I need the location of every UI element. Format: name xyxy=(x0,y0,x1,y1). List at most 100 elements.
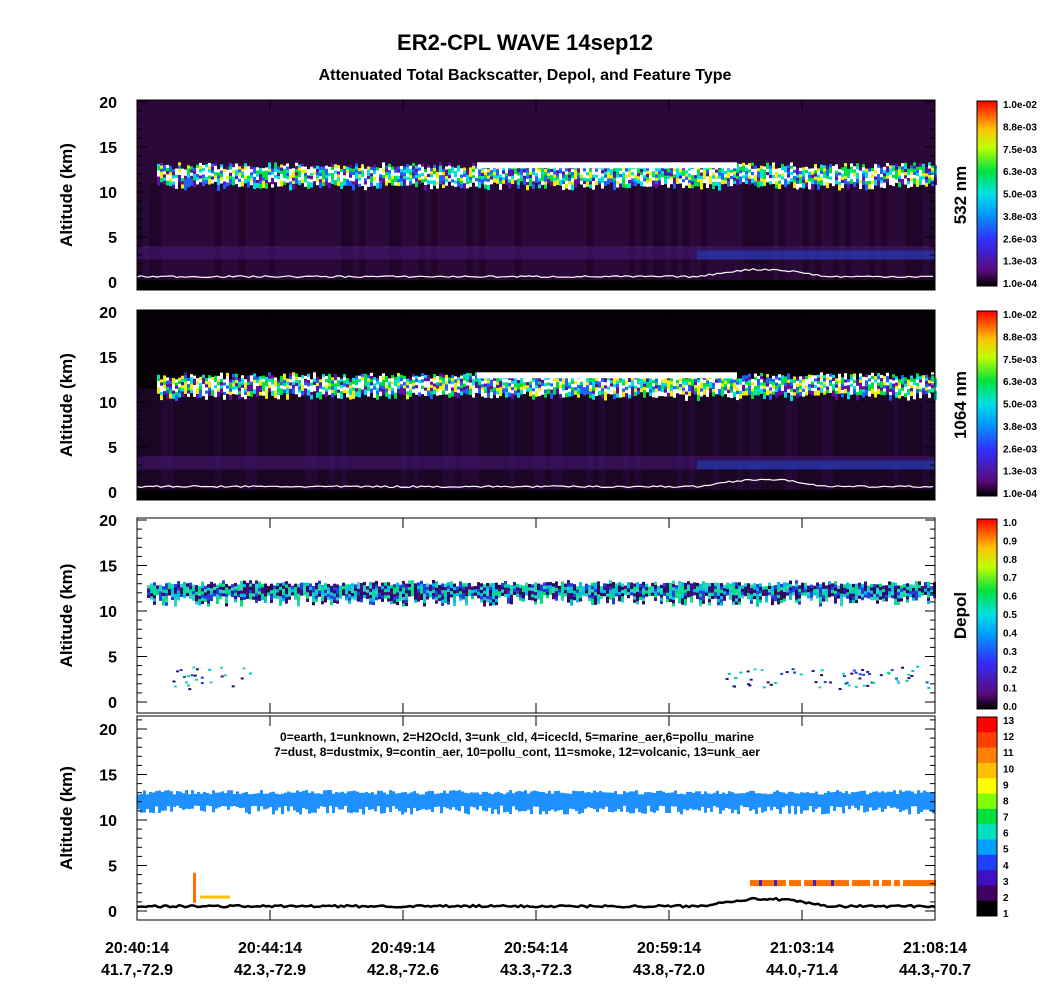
depol-pixel xyxy=(306,595,309,598)
depol-pixel xyxy=(273,595,276,598)
depol-pixel xyxy=(222,593,225,596)
cloud-pixel xyxy=(526,176,529,179)
depol-pixel xyxy=(747,586,750,589)
depol-pixel xyxy=(810,588,813,591)
depol-pixel xyxy=(819,587,822,590)
cloud-pixel xyxy=(709,385,712,388)
depol-pixel xyxy=(339,589,342,592)
depol-pixel xyxy=(255,596,258,599)
depol-pixel xyxy=(600,589,603,592)
depol-pixel xyxy=(162,586,165,589)
cloud-pixel xyxy=(400,175,403,178)
depol-pixel xyxy=(249,587,252,590)
depol-pixel xyxy=(681,598,684,601)
depol-pixel xyxy=(855,593,858,596)
depol-pixel xyxy=(684,583,687,586)
cloud-pixel xyxy=(919,392,922,398)
cloud-pixel xyxy=(364,185,367,191)
depol-pixel xyxy=(408,584,411,587)
depol-pixel xyxy=(867,595,870,598)
cloud-pixel xyxy=(406,180,409,186)
cloud-pixel xyxy=(727,384,730,387)
depol-pixel xyxy=(882,586,885,589)
cloud-pixel xyxy=(580,388,583,394)
depol-pixel xyxy=(171,597,174,600)
icecld xyxy=(170,791,173,811)
cloud-pixel xyxy=(328,167,331,170)
depol-pixel xyxy=(864,582,867,585)
streak xyxy=(533,393,539,500)
depol-pixel xyxy=(150,583,153,586)
depol-pixel xyxy=(840,587,843,590)
depol-pixel xyxy=(708,593,711,596)
cloud-pixel xyxy=(901,179,904,184)
depol-pixel xyxy=(711,592,714,595)
depol-pixel xyxy=(603,590,606,593)
depol-pixel xyxy=(912,594,915,597)
depol-pixel xyxy=(300,586,303,589)
cloud-pixel xyxy=(592,172,595,175)
depol-pixel xyxy=(837,595,840,598)
depol-pixel xyxy=(924,588,927,591)
cloud-pixel xyxy=(271,181,274,184)
streak xyxy=(659,183,665,290)
cloud-pixel xyxy=(478,179,481,182)
depol-pixel xyxy=(261,584,264,587)
cloud-pixel xyxy=(487,393,490,398)
icecld xyxy=(152,793,155,813)
depol-pixel xyxy=(510,598,513,601)
cloud-pixel xyxy=(844,173,847,176)
depol-pixel xyxy=(852,587,855,590)
cloud-pixel xyxy=(313,168,316,172)
depol-pixel xyxy=(591,602,594,605)
depol-pixel xyxy=(672,581,675,584)
depol-pixel xyxy=(177,597,180,600)
depol-pixel xyxy=(210,585,213,588)
cloud-pixel xyxy=(205,394,208,400)
depol-pixel xyxy=(537,584,540,587)
depol-pixel xyxy=(786,583,789,586)
cloud-pixel xyxy=(832,390,835,396)
depol-pixel xyxy=(225,600,228,603)
depol-pixel xyxy=(744,586,747,589)
depol-pixel xyxy=(839,688,842,690)
depol-pixel xyxy=(477,585,480,588)
depol-pixel xyxy=(258,594,261,597)
depol-pixel xyxy=(606,600,609,603)
cloud-pixel xyxy=(352,387,355,390)
depol-pixel xyxy=(483,587,486,590)
depol-pixel xyxy=(279,596,282,599)
cloud-pixel xyxy=(574,390,577,394)
depol-pixel xyxy=(444,600,447,603)
depol-pixel xyxy=(273,585,276,588)
cloud-pixel xyxy=(742,179,745,183)
cloud-pixel xyxy=(421,179,424,182)
cloud-pixel xyxy=(475,388,478,393)
depol-pixel xyxy=(873,590,876,593)
depol-pixel xyxy=(672,600,675,603)
depol-pixel xyxy=(180,590,183,593)
depol-pixel xyxy=(399,591,402,594)
depol-pixel xyxy=(378,596,381,599)
colorbar-tick-label: 0.0 xyxy=(1003,702,1017,713)
cloud-pixel xyxy=(865,184,868,190)
depol-pixel xyxy=(363,591,366,594)
depol-pixel xyxy=(570,599,573,602)
cloud-pixel xyxy=(367,381,370,385)
depol-pixel xyxy=(220,667,223,669)
depol-pixel xyxy=(546,592,549,595)
cloud-pixel xyxy=(337,383,340,386)
cloud-pixel xyxy=(298,180,301,185)
depol-pixel xyxy=(306,592,309,595)
depol-pixel xyxy=(747,683,750,685)
cloud-pixel xyxy=(796,393,799,398)
cloud-pixel xyxy=(658,180,661,185)
cloud-pixel xyxy=(235,377,238,380)
y-tick-label: 5 xyxy=(108,650,117,667)
cloud-pixel xyxy=(283,389,286,393)
cloud-pixel xyxy=(784,392,787,398)
depol-pixel xyxy=(219,586,222,589)
depol-pixel xyxy=(657,589,660,592)
y-tick-label: 0 xyxy=(108,485,117,502)
depol-pixel xyxy=(441,603,444,606)
